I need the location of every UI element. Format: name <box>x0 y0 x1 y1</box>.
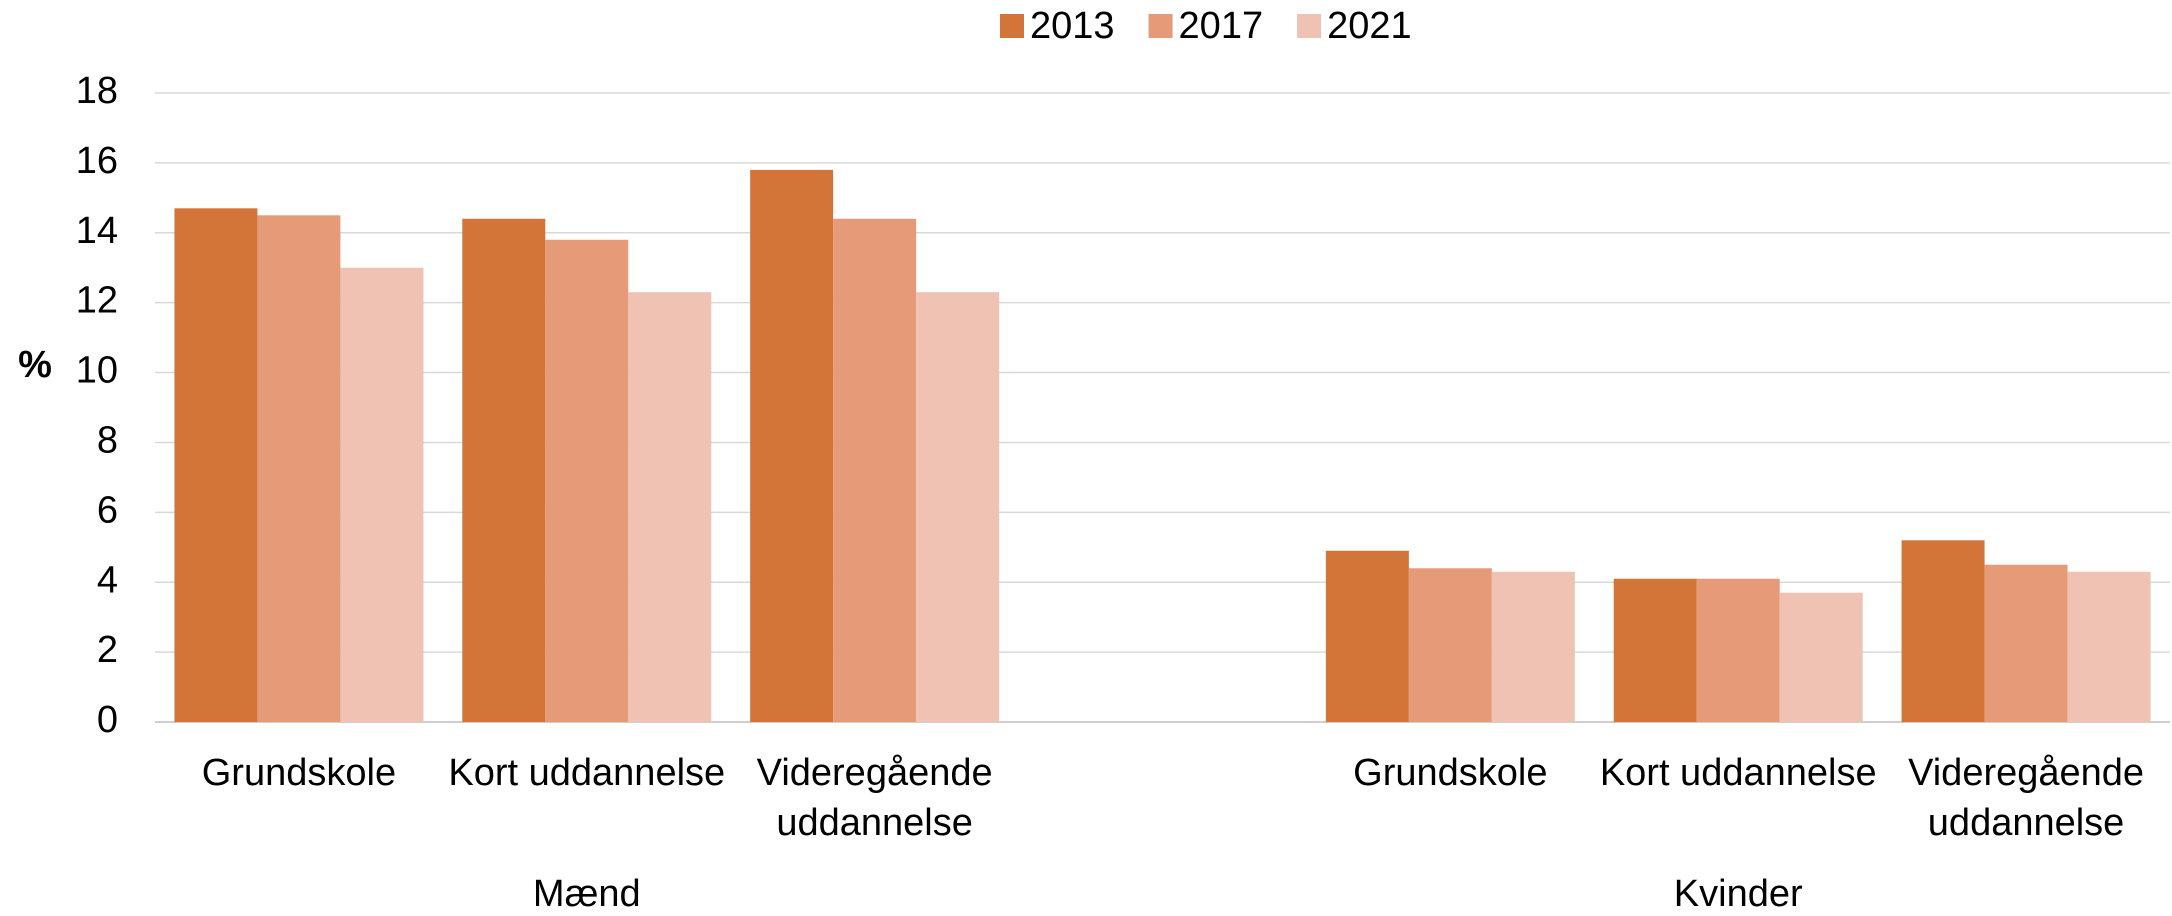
bar <box>257 215 341 723</box>
x-tick-label: Kort uddannelse <box>1599 752 1877 794</box>
x-tick-label: Kort uddannelse <box>448 752 726 794</box>
y-axis-label: % <box>18 344 52 386</box>
bar <box>1491 571 1575 722</box>
y-tick-label: 4 <box>97 559 118 601</box>
y-tick-label: 2 <box>97 629 118 671</box>
legend-swatch <box>1000 14 1024 38</box>
bar <box>1901 540 1985 722</box>
bar <box>628 292 712 722</box>
bar <box>1613 578 1697 722</box>
x-tick-label: Grundskole <box>1353 752 1548 794</box>
y-tick-label: 14 <box>76 210 118 252</box>
y-tick-label: 16 <box>76 140 118 182</box>
y-tick-label: 12 <box>76 280 118 322</box>
bar <box>750 169 834 722</box>
bar <box>174 208 258 723</box>
legend-label: 2021 <box>1327 5 1412 47</box>
legend-label: 2017 <box>1179 5 1264 47</box>
bar <box>1325 550 1409 722</box>
legend-swatch <box>1148 14 1173 38</box>
bar <box>2067 571 2151 722</box>
bar <box>1696 578 1780 722</box>
bar <box>916 292 1000 722</box>
y-tick-label: 0 <box>97 699 118 741</box>
bar <box>462 218 546 723</box>
group-label: Kvinder <box>1674 873 1803 915</box>
y-tick-label: 18 <box>76 70 118 112</box>
bar <box>1779 592 1863 722</box>
legend-label: 2013 <box>1030 5 1115 47</box>
y-tick-label: 10 <box>76 350 118 392</box>
x-tick-label: Grundskole <box>201 752 397 794</box>
bar <box>1984 564 2068 722</box>
x-tick-label: Videregående uddannelse <box>1908 752 2145 844</box>
bar <box>545 239 629 722</box>
group-label: Mænd <box>533 873 641 915</box>
y-tick-label: 8 <box>97 419 118 461</box>
bar <box>833 218 917 723</box>
x-tick-label: Videregående uddannelse <box>756 752 993 844</box>
bar <box>1408 568 1492 722</box>
y-tick-label: 6 <box>97 489 118 531</box>
legend-swatch <box>1297 14 1322 38</box>
bar <box>340 267 424 722</box>
